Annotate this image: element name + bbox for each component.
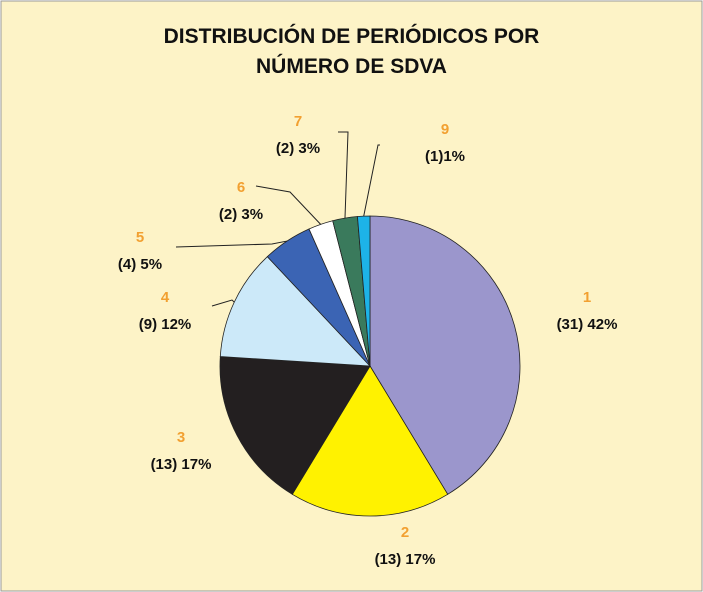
- category-label: 9: [441, 121, 449, 138]
- category-label: 4: [161, 289, 170, 306]
- category-label: 1: [583, 289, 591, 306]
- value-label: (13) 17%: [375, 551, 436, 568]
- leader-line: [211, 299, 235, 307]
- leader-line: [175, 240, 288, 248]
- pie-slice: [369, 215, 521, 495]
- category-label: 7: [294, 113, 302, 130]
- pie-slice: [219, 356, 371, 495]
- value-label: (4) 5%: [118, 256, 162, 273]
- leader-line: [363, 144, 380, 217]
- value-label: (13) 17%: [151, 456, 212, 473]
- category-label: 2: [401, 524, 409, 541]
- value-label: (9) 12%: [139, 316, 192, 333]
- leader-line: [338, 131, 349, 219]
- category-label: 3: [177, 429, 185, 446]
- value-label: (2) 3%: [219, 206, 263, 223]
- category-label: 6: [237, 179, 245, 196]
- chart-title: DISTRIBUCIÓN DE PERIÓDICOS POR NÚMERO DE…: [163, 25, 540, 78]
- pie-slice: [291, 365, 449, 517]
- pie-slice: [219, 256, 371, 367]
- leader-line: [255, 185, 322, 225]
- value-label: (2) 3%: [276, 140, 320, 157]
- category-label: 5: [136, 229, 144, 246]
- value-label: (1)1%: [425, 148, 465, 165]
- value-label: (31) 42%: [557, 316, 618, 333]
